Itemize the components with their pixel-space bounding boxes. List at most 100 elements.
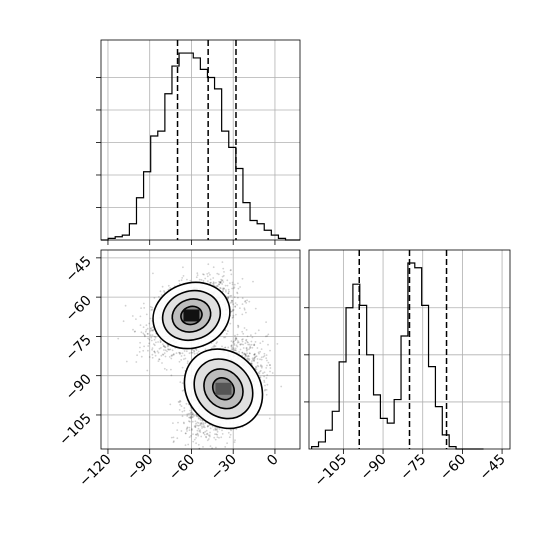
scatter-point xyxy=(154,354,157,357)
scatter-point xyxy=(229,301,232,304)
scatter-point xyxy=(151,308,154,311)
scatter-point xyxy=(164,346,167,348)
scatter-point xyxy=(223,336,225,339)
scatter-point xyxy=(241,330,244,333)
scatter-point xyxy=(239,348,242,351)
hist-y-step-line xyxy=(311,262,484,450)
scatter-point xyxy=(242,332,245,335)
scatter-point xyxy=(251,336,254,339)
scatter-point xyxy=(160,347,162,349)
scatter-point xyxy=(241,338,243,341)
scatter-point xyxy=(245,349,248,352)
scatter-point xyxy=(204,348,207,351)
hist-y-xtick-label: −75 xyxy=(397,452,429,484)
scatter-point xyxy=(163,291,166,294)
scatter-point xyxy=(180,279,183,282)
scatter-point xyxy=(186,415,189,417)
scatter-point xyxy=(191,416,194,419)
scatter-point xyxy=(230,344,233,347)
scatter-point xyxy=(160,294,163,296)
scatter-point xyxy=(198,278,201,281)
scatter-point xyxy=(268,364,271,366)
scatter-point xyxy=(235,338,238,340)
scatter-point xyxy=(253,360,256,362)
scatter-point xyxy=(259,369,262,372)
scatter-point xyxy=(258,352,260,355)
scatter-point xyxy=(253,353,256,356)
scatter-point xyxy=(224,446,227,448)
scatter-point xyxy=(231,283,234,286)
hist-y-xtick-label: −90 xyxy=(358,452,390,484)
scatter-point xyxy=(216,436,219,438)
scatter-point xyxy=(224,284,227,287)
scatter-point xyxy=(189,416,192,419)
scatter-point xyxy=(154,351,157,354)
scatter-point xyxy=(195,276,198,279)
scatter-point xyxy=(199,431,202,433)
scatter-point xyxy=(169,403,172,406)
scatter-point xyxy=(202,446,204,448)
scatter-point xyxy=(189,416,192,418)
scatter-point xyxy=(258,372,261,375)
scatter-point xyxy=(221,279,223,282)
scatter-point xyxy=(239,343,242,346)
scatter-point xyxy=(147,337,150,340)
scatter-point xyxy=(237,325,240,328)
scatter-point xyxy=(146,332,149,335)
scatter-ytick-label: −105 xyxy=(56,410,95,449)
scatter-point xyxy=(259,342,262,344)
scatter-point xyxy=(149,330,152,332)
scatter-point xyxy=(198,430,201,433)
scatter-point xyxy=(245,339,247,342)
scatter-point xyxy=(243,352,246,355)
scatter-point xyxy=(244,342,247,345)
scatter-point xyxy=(215,446,217,449)
scatter-point xyxy=(193,349,195,352)
scatter-point xyxy=(204,430,207,433)
scatter-point xyxy=(234,306,237,308)
scatter-point xyxy=(183,407,186,409)
scatter-point xyxy=(250,340,253,343)
scatter-point xyxy=(191,416,194,418)
scatter-ytick-label: −45 xyxy=(63,253,95,285)
scatter-point xyxy=(160,354,163,357)
scatter-point xyxy=(231,347,234,349)
scatter-point xyxy=(220,278,223,281)
scatter-point xyxy=(206,439,209,442)
hist-x-frame xyxy=(100,39,301,241)
scatter-point xyxy=(244,354,247,356)
scatter-point xyxy=(242,338,244,340)
scatter-point xyxy=(178,401,181,403)
scatter-point xyxy=(157,360,160,362)
scatter-point xyxy=(213,282,215,284)
scatter-point xyxy=(263,355,266,357)
scatter-point xyxy=(229,295,232,297)
scatter-point xyxy=(222,281,225,283)
scatter-point xyxy=(203,425,205,427)
scatter-point xyxy=(156,350,159,353)
scatter-point xyxy=(266,383,269,386)
scatter-point xyxy=(150,329,153,332)
scatter-point xyxy=(230,294,233,297)
scatter-point xyxy=(178,409,181,411)
scatter-point xyxy=(216,430,219,433)
scatter-point xyxy=(267,343,269,346)
scatter-point xyxy=(240,343,243,345)
scatter-point xyxy=(197,427,200,430)
scatter-point xyxy=(230,300,233,302)
scatter-point xyxy=(146,327,149,330)
scatter-point xyxy=(202,279,205,282)
scatter-point xyxy=(259,350,261,353)
scatter-point xyxy=(197,422,200,424)
scatter-point xyxy=(191,420,194,423)
scatter-point xyxy=(202,273,204,276)
scatter-point xyxy=(167,348,169,351)
scatter-point xyxy=(135,318,137,320)
scatter-point xyxy=(203,433,206,436)
scatter-point xyxy=(269,367,272,369)
scatter-point xyxy=(245,338,248,341)
scatter-ytick-label: −90 xyxy=(63,371,95,403)
scatter-point xyxy=(218,283,221,286)
scatter-point xyxy=(188,416,191,419)
scatter-point xyxy=(255,366,258,369)
